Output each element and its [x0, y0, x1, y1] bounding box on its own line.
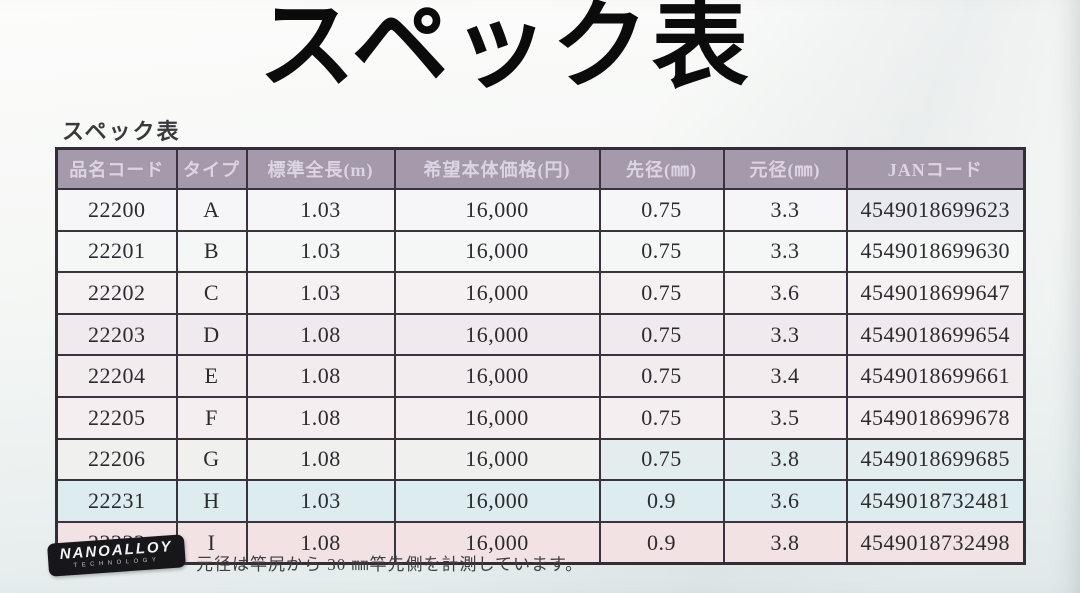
table-cell: 1.08 [245, 395, 396, 440]
table-caption: スペック表 [62, 119, 181, 144]
table-cell: B [175, 229, 248, 274]
table-cell: 0.75 [598, 395, 725, 440]
column-header-jan-code: JANコード [845, 147, 1026, 190]
table-cell: 16,000 [393, 312, 601, 357]
table-cell: 1.08 [245, 437, 396, 482]
table-cell: 0.75 [598, 312, 725, 357]
table-cell: 22201 [55, 229, 178, 274]
table-cell: 3.3 [722, 312, 848, 357]
table-cell: 22203 [55, 312, 178, 357]
table-cell: 3.6 [722, 479, 848, 523]
table-cell: 3.3 [722, 229, 848, 274]
table-cell: 1.08 [245, 312, 396, 357]
table-cell: D [175, 312, 248, 357]
table-cell: 0.9 [598, 479, 725, 523]
table-cell: 22202 [55, 271, 178, 315]
column-header-tip-diameter: 先径(㎜) [598, 147, 725, 190]
table-row: 22203 D 1.08 16,000 0.75 3.3 4549018699654 [55, 312, 1026, 357]
table-cell: 16,000 [393, 520, 601, 565]
table-row: 22205 F 1.08 16,000 0.75 3.5 4549018699678 [55, 395, 1026, 440]
table-cell: 1.03 [245, 229, 396, 274]
table-cell: 0.75 [598, 354, 725, 398]
table-cell: 0.75 [598, 271, 725, 315]
table-cell: 16,000 [393, 354, 601, 398]
table-cell: 22206 [55, 437, 178, 482]
table-cell: 1.03 [245, 188, 396, 232]
table-cell: 3.4 [722, 354, 848, 398]
table-row: 22206 G 1.08 16,000 0.75 3.8 4549018699685 [55, 437, 1026, 482]
table-cell: 16,000 [393, 229, 601, 274]
column-header-butt-diameter: 元径(㎜) [722, 147, 848, 190]
table-row: 22231 H 1.03 16,000 0.9 3.6 4549018732481 [55, 479, 1026, 523]
table-row: 22204 E 1.08 16,000 0.75 3.4 4549018699661 [55, 354, 1026, 398]
table-cell: 0.75 [598, 188, 725, 232]
table-cell: 4549018699678 [845, 395, 1026, 440]
table-cell: 16,000 [393, 188, 601, 232]
table-cell: 4549018699685 [845, 437, 1026, 482]
table-cell: 22200 [55, 188, 178, 232]
table-row: 22200 A 1.03 16,000 0.75 3.3 4549018699623 [55, 188, 1026, 232]
table-cell: 3.6 [722, 271, 848, 315]
page-title: スペック表 [258, 0, 752, 100]
table-cell: 4549018732498 [845, 520, 1026, 565]
table-cell: 3.8 [722, 437, 848, 482]
column-header-length: 標準全長(m) [245, 147, 396, 190]
table-cell: 22205 [55, 395, 178, 440]
table-cell: 22231 [55, 479, 178, 523]
table-cell: 1.03 [245, 271, 396, 315]
table-cell: 16,000 [393, 271, 601, 315]
table-cell: 0.75 [598, 229, 725, 274]
table-cell: I [175, 520, 248, 565]
table-cell: 4549018699654 [845, 312, 1026, 357]
spec-table: 品名コード タイプ 標準全長(m) 希望本体価格(円) 先径(㎜) 元径(㎜) … [55, 147, 1026, 566]
column-header-type: タイプ [175, 147, 248, 190]
table-cell: 4549018699630 [845, 229, 1026, 274]
table-cell: 3.3 [722, 188, 848, 232]
table-cell: 0.75 [598, 437, 725, 482]
table-cell: 16,000 [393, 479, 601, 523]
table-cell: 3.5 [722, 395, 848, 440]
table-row: 22201 B 1.03 16,000 0.75 3.3 4549018699630 [55, 229, 1026, 274]
table-cell: 1.08 [245, 354, 396, 398]
table-cell: 1.08 [245, 520, 396, 565]
table-cell: 22204 [55, 354, 178, 398]
table-cell: F [175, 395, 248, 440]
table-cell: 4549018699623 [845, 188, 1026, 232]
table-cell: E [175, 354, 248, 398]
table-cell: 4549018699647 [845, 271, 1026, 315]
table-cell: 16,000 [393, 437, 601, 482]
table-row: 22202 C 1.03 16,000 0.75 3.6 4549018699647 [55, 271, 1026, 315]
measurement-footnote: 元径は竿尻から 30 ㎜竿先側を計測しています。 [196, 555, 584, 574]
table-cell: 4549018732481 [845, 479, 1026, 523]
table-cell: 4549018699661 [845, 354, 1026, 398]
column-header-product-code: 品名コード [55, 147, 178, 190]
table-cell: H [175, 479, 248, 523]
table-cell: 3.8 [722, 520, 848, 565]
column-header-price: 希望本体価格(円) [393, 147, 601, 190]
table-cell: G [175, 437, 248, 482]
table-cell: C [175, 271, 248, 315]
table-cell: 16,000 [393, 395, 601, 440]
table-cell: 1.03 [245, 479, 396, 523]
header-row: 品名コード タイプ 標準全長(m) 希望本体価格(円) 先径(㎜) 元径(㎜) … [55, 147, 1026, 190]
table-cell: 0.9 [598, 520, 725, 565]
table-cell: A [175, 188, 248, 232]
